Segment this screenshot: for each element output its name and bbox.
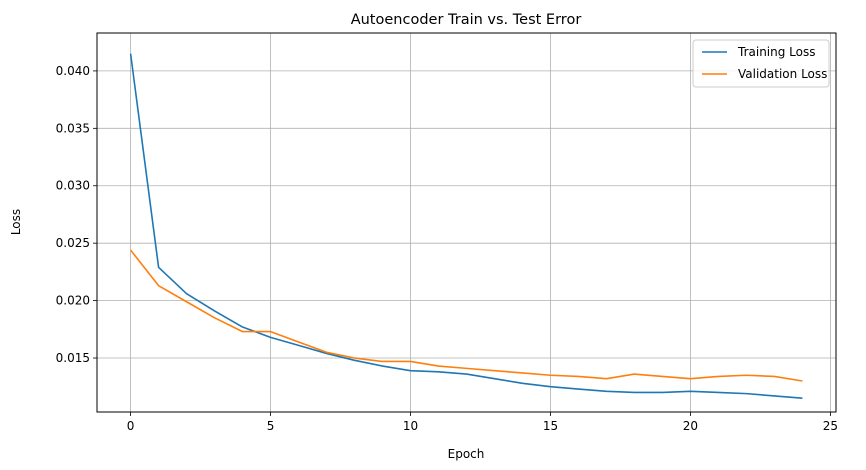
y-tick-label: 0.030 (56, 179, 90, 193)
y-tick-label: 0.020 (56, 294, 90, 308)
y-tick-label: 0.025 (56, 236, 90, 250)
x-tick-label: 25 (823, 419, 838, 433)
x-tick-label: 10 (403, 419, 418, 433)
grid (97, 33, 836, 412)
x-axis-ticks: 0 5 10 15 20 25 (127, 412, 838, 433)
chart-title: Autoencoder Train vs. Test Error (351, 12, 582, 28)
x-tick-label: 0 (127, 419, 135, 433)
legend-label-training: Training Loss (737, 45, 815, 59)
legend: Training Loss Validation Loss (692, 39, 830, 88)
series-line-training-loss (129, 53, 803, 400)
x-axis-label: Epoch (448, 447, 485, 461)
y-tick-label: 0.035 (56, 121, 90, 135)
y-axis-ticks: 0.015 0.020 0.025 0.030 0.035 0.040 (56, 64, 97, 365)
x-tick-label: 5 (267, 419, 275, 433)
y-tick-label: 0.040 (56, 64, 90, 78)
x-tick-label: 15 (543, 419, 558, 433)
plot-frame (96, 32, 837, 413)
y-tick-label: 0.015 (56, 351, 90, 365)
series-line-validation-loss (129, 249, 803, 382)
series-lines (129, 53, 803, 400)
y-axis-label: Loss (9, 209, 23, 235)
legend-label-validation: Validation Loss (738, 67, 827, 81)
x-tick-label: 20 (683, 419, 698, 433)
